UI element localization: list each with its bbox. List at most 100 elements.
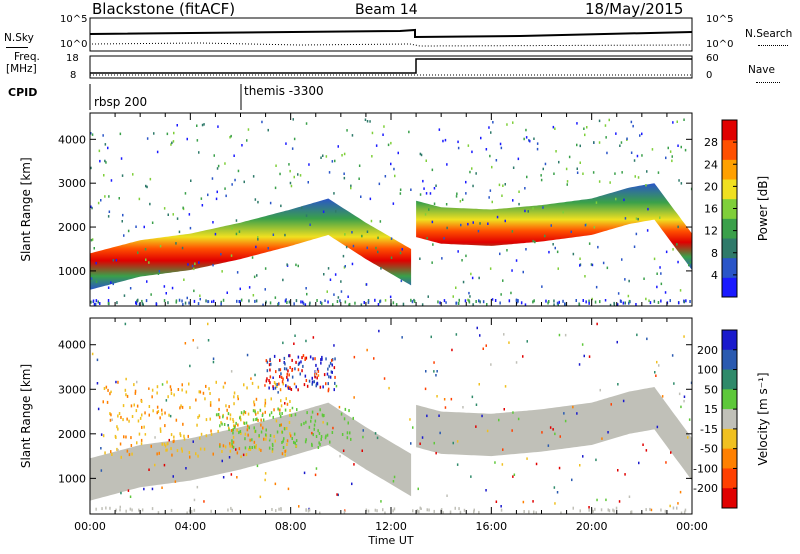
velocity-point	[581, 343, 584, 346]
velocity-point	[279, 358, 281, 362]
velocity-point	[541, 431, 543, 434]
velocity-point	[111, 453, 113, 456]
velocity-point	[269, 434, 272, 438]
velocity-point	[106, 400, 109, 404]
velocity-point	[168, 438, 170, 442]
velocity-point	[312, 433, 314, 437]
power-point	[502, 184, 504, 187]
velocity-point	[240, 431, 242, 435]
power-point	[624, 217, 627, 220]
power-point	[344, 265, 346, 268]
power-point	[500, 293, 502, 296]
velocity-point	[225, 404, 227, 408]
velocity-point	[420, 507, 422, 510]
velocity-point	[151, 395, 153, 399]
velocity-point	[116, 425, 118, 429]
power-colorbar-tick-label: 8	[711, 247, 718, 260]
velocity-point	[231, 439, 233, 443]
power-ground-point	[302, 301, 305, 305]
velocity-point	[436, 395, 438, 398]
velocity-point	[270, 397, 272, 401]
velocity-point	[252, 409, 255, 413]
power-point	[288, 163, 290, 166]
velocity-point	[312, 336, 315, 339]
velocity-point	[265, 379, 268, 383]
velocity-point	[117, 414, 119, 418]
power-point	[393, 167, 395, 171]
power-point	[584, 223, 587, 227]
velocity-point	[270, 411, 273, 415]
velocity-point	[181, 383, 183, 387]
velocity-point	[198, 390, 200, 394]
velocity-point	[502, 448, 504, 451]
power-ground-point	[286, 301, 288, 304]
velocity-point	[260, 418, 262, 422]
x-tick-label: 04:00	[174, 520, 206, 533]
power-point	[527, 210, 529, 213]
power-point	[534, 240, 536, 244]
velocity-point	[166, 442, 169, 446]
velocity-point	[306, 411, 308, 415]
velocity-point	[617, 469, 619, 472]
velocity-point	[221, 459, 223, 463]
velocity-ground-point	[458, 507, 460, 511]
power-colorbar-tick-label: 16	[704, 203, 718, 216]
velocity-point	[268, 386, 270, 390]
velocity-point	[526, 457, 528, 460]
velocity-ground-point	[676, 506, 678, 510]
velocity-point	[251, 438, 253, 442]
power-point	[525, 136, 528, 139]
velocity-point	[272, 387, 275, 391]
velocity-band-after	[416, 387, 692, 481]
power-ground-point	[344, 300, 347, 304]
velocity-point	[366, 348, 368, 352]
power-ground-point	[457, 302, 460, 305]
velocity-point	[281, 430, 284, 434]
velocity-point	[253, 445, 256, 449]
velocity-point	[331, 370, 333, 374]
power-colorbar-segment	[722, 159, 737, 180]
velocity-ground-point	[680, 511, 683, 514]
power-point	[163, 285, 166, 288]
velocity-point	[100, 447, 102, 450]
velocity-point	[282, 382, 284, 386]
velocity-ground-point	[418, 510, 420, 514]
power-point	[456, 192, 458, 195]
velocity-point	[301, 356, 303, 360]
velocity-point	[233, 395, 235, 399]
power-point	[431, 220, 434, 224]
velocity-point	[245, 421, 248, 425]
velocity-point	[133, 403, 135, 407]
power-ground-point	[379, 299, 382, 303]
power-point	[366, 230, 369, 233]
velocity-point	[343, 417, 346, 421]
power-point	[123, 234, 125, 237]
power-point	[369, 197, 372, 201]
power-point	[688, 263, 690, 267]
velocity-point	[455, 333, 458, 336]
velocity-point	[475, 403, 478, 406]
power-point	[536, 142, 539, 145]
power-point	[445, 301, 447, 304]
velocity-band-main	[90, 402, 412, 501]
power-point	[143, 225, 145, 229]
velocity-point	[596, 498, 598, 502]
velocity-point	[110, 413, 112, 417]
power-point	[651, 148, 654, 151]
power-point	[469, 170, 471, 174]
velocity-point	[328, 364, 331, 368]
velocity-point	[182, 422, 184, 426]
velocity-point	[333, 344, 335, 347]
velocity-point	[288, 421, 291, 424]
power-ground-point	[685, 299, 687, 303]
power-point	[582, 172, 584, 175]
power-point	[588, 242, 591, 245]
power-ground-point	[532, 300, 534, 304]
velocity-point	[245, 453, 248, 457]
power-point	[289, 181, 292, 185]
power-point	[112, 282, 114, 286]
velocity-point	[229, 413, 232, 417]
velocity-point	[140, 442, 143, 446]
velocity-point	[617, 383, 619, 386]
velocity-scatter	[91, 322, 692, 514]
